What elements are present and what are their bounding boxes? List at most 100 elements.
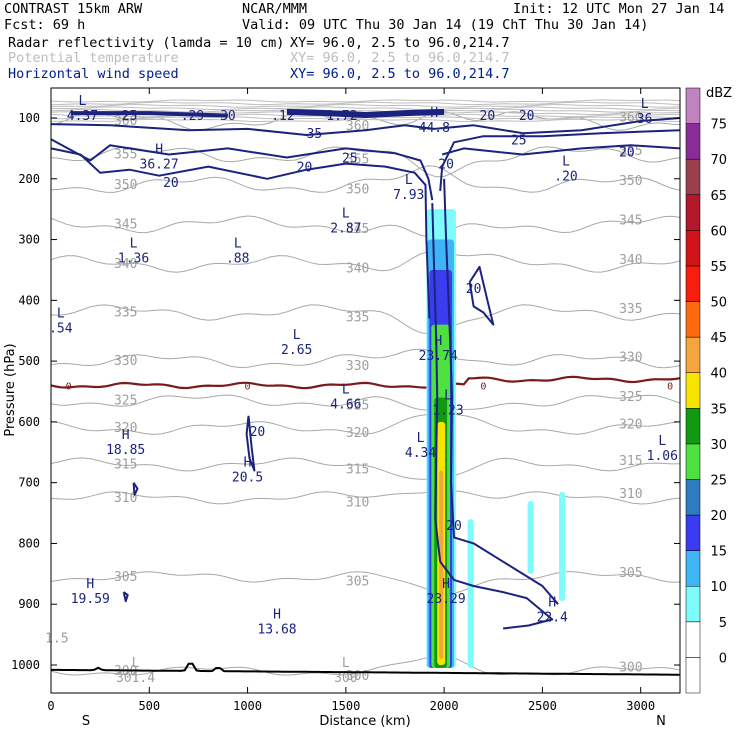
- colorbar-label: 75: [710, 118, 727, 133]
- extremum-marker: L: [658, 434, 666, 449]
- extremum-value: 19.59: [71, 592, 110, 607]
- isentrope-label: 305: [114, 570, 137, 585]
- isentrope-line: [50, 413, 681, 435]
- wind-contour: [443, 178, 559, 605]
- extremum-value: 1.72: [326, 109, 357, 124]
- colorbar-swatch: [685, 621, 701, 658]
- colorbar-swatch: [685, 301, 701, 338]
- isentrope-line: [50, 215, 681, 238]
- freezing-level-label: 0: [480, 381, 486, 392]
- terrain-line: [51, 662, 680, 676]
- isentrope-label: 310: [346, 496, 369, 511]
- isentrope-label: 305: [346, 575, 369, 590]
- y-tick-label: 500: [18, 354, 40, 368]
- extremum-marker: L: [417, 431, 425, 446]
- wind-contour-label: 20: [163, 176, 179, 191]
- freezing-level-label: 0: [667, 381, 673, 392]
- x-axis-south-label: S: [82, 714, 90, 729]
- reflectivity-band: [439, 470, 444, 659]
- extremum-value: 18.85: [106, 443, 145, 458]
- isentrope-label: 300: [114, 664, 137, 679]
- x-tick-label: 1000: [233, 699, 262, 713]
- wind-contour-label: 25: [122, 109, 138, 124]
- isentrope-line: [50, 394, 681, 411]
- colorbar-swatch: [685, 514, 701, 551]
- isentrope-label: 330: [114, 354, 137, 369]
- x-tick-label: 1500: [331, 699, 360, 713]
- wind-contour-label: 20: [438, 158, 454, 173]
- colorbar-label: 30: [710, 438, 727, 453]
- colorbar-swatch: [685, 158, 701, 196]
- extremum-marker: H: [155, 143, 163, 158]
- extremum-value: 22.4: [537, 610, 568, 625]
- extremum-value: 44.8: [419, 121, 450, 136]
- colorbar-label: 15: [710, 545, 727, 560]
- field-name-reflectivity: Radar reflectivity (lamda = 10 cm): [8, 35, 284, 51]
- colorbar-swatch: [685, 479, 701, 516]
- colorbar-label: 10: [710, 580, 727, 595]
- isentrope-label: 345: [346, 222, 369, 237]
- wind-contour: [439, 129, 681, 191]
- extremum-value: 23.74: [419, 349, 458, 364]
- extremum-marker: L: [79, 94, 87, 109]
- field-name-theta: Potential temperature: [8, 50, 179, 66]
- isentrope-line: [50, 348, 681, 369]
- y-axis-label: Pressure (hPa): [3, 343, 18, 436]
- isentrope-line: [50, 304, 681, 335]
- wind-contour-label: 25: [511, 133, 527, 148]
- wind-contour-label: 20: [480, 109, 496, 124]
- isentrope-label: 335: [619, 302, 642, 317]
- colorbar-label: 5: [719, 616, 727, 631]
- colorbar-swatch: [685, 230, 701, 267]
- colorbar-unit: dBZ: [706, 86, 732, 101]
- colorbar-swatch: [685, 194, 701, 231]
- plot-frame: [50, 87, 681, 694]
- extremum-value: .88: [226, 252, 249, 267]
- wind-speed-contours: [50, 108, 681, 630]
- colorbar-label: 25: [710, 473, 727, 488]
- x-tick-label: 3000: [626, 699, 655, 713]
- wind-contour: [468, 265, 495, 326]
- wind-contour-label: 25: [342, 152, 358, 167]
- extremum-marker: L: [562, 155, 570, 170]
- y-tick-label: 700: [18, 476, 40, 490]
- y-tick-label: 100: [18, 111, 40, 125]
- plot-background: [51, 88, 680, 693]
- isentrope-label: 315: [619, 454, 642, 469]
- isentrope-label: 345: [114, 217, 137, 232]
- wind-contour-label: 20: [619, 145, 635, 160]
- extremum-value: 1.5: [45, 632, 68, 647]
- field-xy-reflectivity: XY= 96.0, 2.5 to 96.0,214.7: [290, 35, 509, 51]
- wind-contour: [441, 144, 681, 156]
- y-tick-label: 800: [18, 536, 40, 550]
- extremum-value: 13.68: [257, 622, 296, 637]
- wind-contour: [70, 111, 228, 118]
- x-tick-label: 500: [138, 699, 160, 713]
- freezing-level-label: 0: [66, 381, 72, 392]
- isentrope-line: [50, 165, 681, 193]
- isentrope-label: 320: [114, 421, 137, 436]
- isentrope-line-upper: [50, 104, 681, 108]
- extremum-value: .20: [554, 170, 577, 185]
- extremum-marker: H: [442, 577, 450, 592]
- reflectivity-streak: [467, 519, 474, 669]
- colorbar-label: 35: [710, 402, 727, 417]
- isentrope-line: [50, 146, 681, 178]
- colorbar-label: 55: [710, 260, 727, 275]
- extremum-value: 7.93: [393, 188, 424, 203]
- field-name-wind: Horizontal wind speed: [8, 66, 179, 82]
- extremum-marker: L: [57, 307, 65, 322]
- extremum-marker: L: [342, 656, 350, 671]
- isentrope-label: 355: [619, 144, 642, 159]
- extremum-marker: L: [342, 206, 350, 221]
- wind-contour-label: 20: [250, 425, 266, 440]
- wind-contour: [50, 138, 434, 201]
- isentrope-label: 340: [346, 262, 369, 277]
- init-time: Init: 12 UTC Mon 27 Jan 14: [513, 1, 724, 17]
- valid-time: Valid: 09 UTC Thu 30 Jan 14 (19 ChT Thu …: [242, 17, 648, 33]
- extremum-value: .54: [49, 322, 73, 337]
- colorbar-label: 60: [710, 224, 727, 239]
- field-xy-wind: XY= 96.0, 2.5 to 96.0,214.7: [290, 66, 509, 82]
- x-axis-north-label: N: [656, 714, 666, 729]
